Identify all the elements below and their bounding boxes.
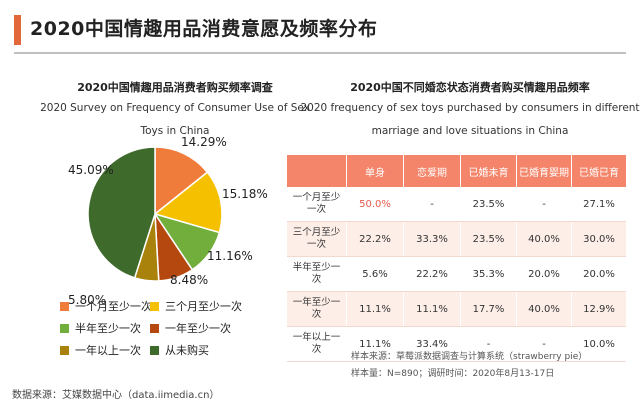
header-cell: 恋爱期 xyxy=(403,155,460,187)
legend-label: 从未购买 xyxy=(165,344,209,357)
page-title: 2020中国情趣用品消费意愿及频率分布 xyxy=(30,18,378,40)
table-row: 一年至少一次 11.1% 11.1% 17.7% 40.0% 12.9% xyxy=(287,292,626,327)
table-cell: 5.6% xyxy=(346,257,403,291)
table-cell: 35.3% xyxy=(460,257,516,291)
table-cell: - xyxy=(403,187,460,221)
pie-slice-label: 11.16% xyxy=(207,249,253,263)
table-cell: 11.1% xyxy=(346,292,403,326)
title-accent-bar xyxy=(14,15,21,45)
table-cell: 12.9% xyxy=(571,292,626,326)
legend-label: 三个月至少一次 xyxy=(165,300,242,313)
sample-source-note: 样本来源：草莓派数据调查与计算系统（strawberry pie） xyxy=(351,352,588,362)
header-cell: 单身 xyxy=(346,155,403,187)
legend-swatch xyxy=(150,301,159,311)
table-title-en: 2020 frequency of sex toys purchased by … xyxy=(300,102,640,137)
table-title-cn: 2020中国不同婚恋状态消费者购买情趣用品频率 xyxy=(350,81,590,94)
table-header-row: 单身 恋爱期 已婚未育 已婚育婴期 已婚已育 xyxy=(287,155,626,187)
row-label: 三个月至少一次 xyxy=(292,227,341,250)
pie-title-en: 2020 Survey on Frequency of Consumer Use… xyxy=(40,102,310,137)
table-cell: 17.7% xyxy=(460,292,516,326)
table-cell: 11.1% xyxy=(403,292,460,326)
data-source-note: 数据来源：艾媒数据中心（data.iimedia.cn） xyxy=(12,390,220,401)
pie-chart: 14.29% 15.18% 11.16% 8.48% 5.80% 45.09% xyxy=(68,135,268,307)
table-cell: 11.1% xyxy=(346,327,403,361)
legend-item: 一年以上一次 xyxy=(60,342,141,358)
table-row: 三个月至少一次 22.2% 33.3% 23.5% 40.0% 30.0% xyxy=(287,222,626,257)
pie-title-cn: 2020中国情趣用品消费者购买频率调查 xyxy=(77,81,273,94)
table-cell: 20.0% xyxy=(516,257,571,291)
table-row: 一个月至少一次 50.0% - 23.5% - 27.1% xyxy=(287,187,626,222)
table-cell: 10.0% xyxy=(571,327,626,361)
header-cell: 已婚已育 xyxy=(571,155,626,187)
legend-item: 半年至少一次 xyxy=(60,320,141,336)
table-cell: 20.0% xyxy=(571,257,626,291)
table-cell: 40.0% xyxy=(516,222,571,256)
legend-swatch xyxy=(60,323,69,333)
pie-slice xyxy=(87,146,156,279)
pie-slice xyxy=(153,171,223,234)
table-cell: 22.2% xyxy=(403,257,460,291)
legend-label: 一年以上一次 xyxy=(75,344,141,357)
legend-label: 一个月至少一次 xyxy=(75,300,152,313)
pie-slice-label: 8.48% xyxy=(170,273,208,287)
legend-swatch xyxy=(60,301,69,311)
sample-size-note: 样本量：N=890；调研时间：2020年8月13-17日 xyxy=(351,369,555,379)
pie-slice-label: 5.80% xyxy=(68,293,106,307)
legend-swatch xyxy=(150,323,159,333)
row-label: 一年以上一次 xyxy=(292,332,341,355)
legend-label: 半年至少一次 xyxy=(75,322,141,335)
table-cell: 23.5% xyxy=(460,187,516,221)
table-cell: 33.3% xyxy=(403,222,460,256)
table-cell: - xyxy=(460,327,516,361)
table-cell: 22.2% xyxy=(346,222,403,256)
row-label: 一个月至少一次 xyxy=(292,192,341,215)
legend-item: 一个月至少一次 xyxy=(60,298,152,314)
legend-swatch xyxy=(150,345,159,355)
header-cell: 已婚未育 xyxy=(460,155,516,187)
table-body: 一个月至少一次 50.0% - 23.5% - 27.1% 三个月至少一次 22… xyxy=(287,187,626,362)
pie-slice-label: 14.29% xyxy=(181,135,227,149)
pie-slice-label: 45.09% xyxy=(68,163,114,177)
table-cell-highlight: 50.0% xyxy=(346,187,403,221)
table-row: 一年以上一次 11.1% 33.4% - - 10.0% xyxy=(287,327,626,362)
table-cell: 40.0% xyxy=(516,292,571,326)
table-row: 半年至少一次 5.6% 22.2% 35.3% 20.0% 20.0% xyxy=(287,257,626,292)
legend-item: 一年至少一次 xyxy=(150,320,231,336)
legend-swatch xyxy=(60,345,69,355)
pie-slice xyxy=(154,146,209,216)
frequency-table: 单身 恋爱期 已婚未育 已婚育婴期 已婚已育 一个月至少一次 50.0% - 2… xyxy=(287,155,626,362)
title-divider xyxy=(14,52,626,54)
row-label: 一年至少一次 xyxy=(292,297,341,320)
legend-item: 从未购买 xyxy=(150,342,209,358)
table-cell: - xyxy=(516,327,571,361)
header-cell: 已婚育婴期 xyxy=(516,155,571,187)
row-label: 半年至少一次 xyxy=(292,262,341,285)
header-cell xyxy=(287,155,346,187)
table-cell: 27.1% xyxy=(571,187,626,221)
table-cell: 23.5% xyxy=(460,222,516,256)
table-cell: 33.4% xyxy=(403,327,460,361)
table-cell: 30.0% xyxy=(571,222,626,256)
legend-label: 一年至少一次 xyxy=(165,322,231,335)
pie-slice-label: 15.18% xyxy=(222,187,268,201)
table-cell: - xyxy=(516,187,571,221)
legend-item: 三个月至少一次 xyxy=(150,298,242,314)
